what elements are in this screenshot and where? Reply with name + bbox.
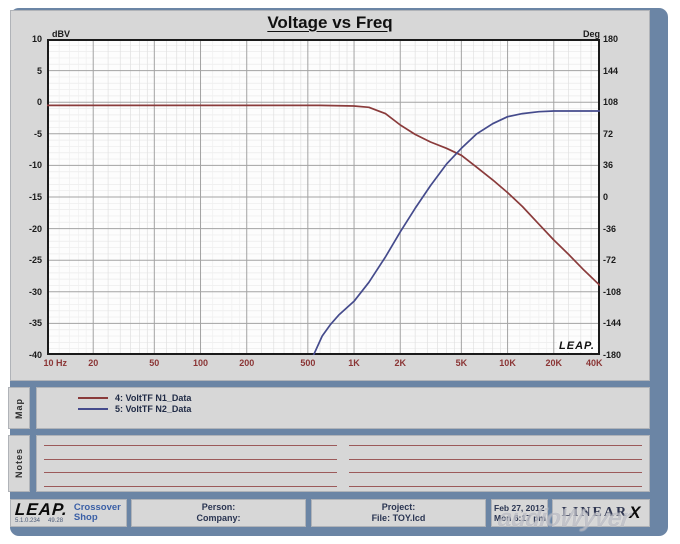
y-left-unit-label: dBV	[52, 29, 70, 39]
notes-row	[44, 485, 642, 487]
x-tick-label: 20K	[545, 358, 563, 368]
project-label: Project:	[381, 502, 416, 512]
legend-label: 4: VoltTF N1_Data	[115, 392, 192, 403]
footer-leap-cell: LEAP. 5.1.0.234 49.28 Crossover Shop	[10, 499, 127, 527]
y-right-tick-label: 108	[603, 97, 619, 108]
y-left-tick-label: 5	[36, 65, 42, 76]
legend-panel: 4: VoltTF N1_Data 5: VoltTF N2_Data	[36, 387, 650, 429]
person-label: Person:	[201, 502, 236, 512]
time-text: Mon 6:17 pm	[494, 513, 546, 523]
leap-plot-logo: LEAP.	[557, 340, 597, 352]
x-tick-label: 2K	[394, 358, 407, 368]
notes-panel	[36, 435, 650, 492]
notes-rule-line	[348, 458, 642, 460]
leap-logo-block: LEAP. 5.1.0.234 49.28	[14, 500, 69, 524]
y-right-tick-label: 0	[603, 192, 609, 202]
page-title: Voltage vs Freq	[267, 13, 393, 32]
x-tick-label: 100	[193, 358, 209, 368]
y-right-tick-label: 144	[603, 65, 619, 76]
y-left-tick-label: 0	[36, 97, 42, 108]
y-left-tick-label: -20	[28, 223, 42, 234]
chart-panel: Voltage vs Freq dBV Deg 10 5 0 -5 -10 -15 -20-…	[10, 10, 650, 381]
leap-version: 5.1.0.234 49.28	[15, 518, 68, 524]
x-axis-ticks: 10 Hz 20 50 100 200 500 1K 2K 5K 10K 20K 40K	[43, 358, 603, 370]
leap-logo: LEAP.	[14, 500, 69, 519]
leap-version-number: 5.1.0.234	[15, 518, 41, 524]
y-axis-left-ticks: 10 5 0 -5 -10 -15 -20 -25 -30 -35 -40	[10, 34, 44, 360]
y-right-unit-label: Deg	[582, 29, 600, 39]
x-tick-label: 1K	[348, 358, 360, 368]
x-tick-label: 50	[149, 358, 160, 368]
notes-rule-line	[44, 445, 338, 446]
leap-version-build: 49.28	[48, 518, 64, 524]
y-right-tick-label: -36	[603, 223, 617, 234]
y-left-tick-label: -15	[28, 192, 42, 202]
y-left-tick-label: -10	[28, 160, 42, 171]
x-tick-label: 10K	[499, 358, 516, 368]
notes-rule-line	[348, 472, 642, 473]
y-right-tick-label: -180	[603, 350, 622, 360]
notes-row	[44, 472, 642, 473]
y-right-tick-label: -108	[603, 286, 622, 297]
y-left-tick-label: 10	[31, 34, 42, 44]
y-right-tick-label: 180	[603, 34, 619, 44]
plot-area: LEAP.	[47, 39, 600, 355]
footer-person-cell: Person: Company:	[131, 499, 306, 527]
notes-rule-line	[44, 485, 338, 487]
y-right-tick-label: 36	[603, 160, 614, 171]
footer-project-cell: Project: File: TOY.lcd	[311, 499, 486, 527]
y-left-tick-label: -25	[28, 255, 42, 266]
notes-label-text: Notes	[14, 448, 24, 479]
y-left-tick-label: -35	[28, 318, 42, 329]
notes-rule-line	[44, 472, 338, 473]
plot-svg	[47, 39, 600, 355]
y-left-tick-label: -40	[28, 350, 42, 360]
notes-rule-line	[44, 458, 338, 460]
notes-section-label: Notes	[8, 435, 30, 492]
notes-rule-line	[348, 445, 642, 446]
x-tick-label: 40K	[585, 358, 603, 368]
map-section-label: Map	[8, 387, 30, 429]
y-right-tick-label: 72	[603, 128, 614, 139]
legend-label: 5: VoltTF N2_Data	[115, 403, 192, 414]
x-tick-label: 20	[88, 358, 99, 368]
crossover-shop-label: Crossover Shop	[74, 503, 121, 523]
shop-line2: Shop	[73, 512, 98, 523]
legend-item: 5: VoltTF N2_Data	[78, 403, 650, 414]
curve-series-2	[312, 110, 600, 355]
date-text: Feb 27, 2012	[494, 503, 545, 513]
y-left-tick-label: -5	[33, 128, 42, 139]
x-tick-label: 5K	[455, 358, 468, 368]
curve-series-1	[47, 104, 600, 287]
notes-row	[44, 445, 642, 446]
y-right-tick-label: -72	[603, 255, 617, 266]
notes-row	[44, 458, 642, 460]
x-tick-label: 200	[239, 358, 255, 368]
file-label: File: TOY.lcd	[371, 513, 426, 523]
map-label-text: Map	[14, 397, 24, 419]
x-tick-label: 500	[300, 358, 316, 368]
linearx-logo-x: X	[629, 503, 641, 522]
footer-date-cell: Feb 27, 2012 Mon 6:17 pm	[491, 499, 548, 527]
footer-brand-cell: LINEAR X	[552, 499, 650, 527]
company-label: Company:	[196, 513, 241, 523]
linearx-logo: LINEAR	[561, 505, 629, 520]
y-left-tick-label: -30	[28, 286, 42, 297]
x-tick-label: 10 Hz	[43, 358, 67, 368]
legend-line-swatch	[78, 407, 108, 410]
y-right-tick-label: -144	[603, 318, 622, 329]
plot-border	[47, 39, 600, 355]
shop-line1: Crossover	[73, 502, 121, 513]
y-axis-right-ticks: 180 144 108 72 36 0 -36 -72 -108 -144 -180	[603, 34, 643, 360]
legend-item: 4: VoltTF N1_Data	[78, 392, 650, 403]
legend-line-swatch	[78, 396, 108, 399]
notes-rule-line	[348, 485, 642, 487]
